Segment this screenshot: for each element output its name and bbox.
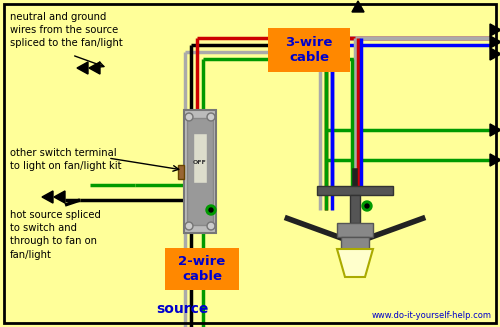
Circle shape (185, 113, 193, 121)
Bar (337, 223, 373, 237)
Circle shape (365, 204, 369, 208)
Circle shape (186, 223, 192, 229)
Text: OFF: OFF (193, 161, 207, 165)
Bar (341, 237, 369, 249)
Polygon shape (490, 48, 500, 60)
Circle shape (186, 114, 192, 119)
Polygon shape (54, 191, 65, 203)
Text: 2-wire
cable: 2-wire cable (178, 255, 226, 283)
Bar (193, 133, 207, 183)
Bar (178, 165, 184, 179)
Circle shape (362, 201, 372, 211)
Polygon shape (352, 1, 364, 12)
Circle shape (209, 208, 213, 212)
Circle shape (208, 114, 214, 119)
Text: hot source spliced
to switch and
through to fan on
fan/light: hot source spliced to switch and through… (10, 210, 101, 260)
Text: neutral and ground
wires from the source
spliced to the fan/light: neutral and ground wires from the source… (10, 12, 123, 48)
Polygon shape (77, 62, 88, 74)
Bar (268, 28, 350, 72)
Text: www.do-it-yourself-help.com: www.do-it-yourself-help.com (372, 311, 492, 320)
Circle shape (185, 222, 193, 230)
Bar (165, 248, 239, 290)
Circle shape (207, 113, 215, 121)
Text: other switch terminal
to light on fan/light kit: other switch terminal to light on fan/li… (10, 148, 122, 171)
Bar (317, 186, 393, 195)
Text: source: source (156, 302, 208, 316)
Polygon shape (42, 191, 53, 203)
Polygon shape (490, 36, 500, 48)
Polygon shape (89, 62, 100, 74)
Circle shape (206, 205, 216, 215)
Text: 3-wire
cable: 3-wire cable (286, 36, 333, 64)
Polygon shape (490, 124, 500, 136)
Circle shape (208, 223, 214, 229)
Bar (187, 118, 213, 225)
Bar (184, 110, 216, 233)
Polygon shape (337, 249, 373, 277)
Polygon shape (490, 154, 500, 166)
Polygon shape (490, 24, 500, 36)
Bar (350, 195, 360, 223)
Circle shape (207, 222, 215, 230)
